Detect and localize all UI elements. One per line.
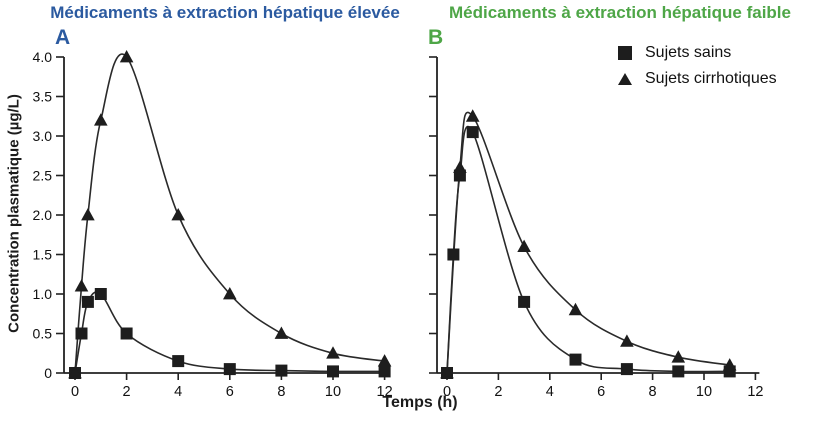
data-point-triangle <box>68 366 82 379</box>
triangle-marker-icon <box>618 73 632 85</box>
data-point-square <box>172 355 185 368</box>
data-point-triangle <box>171 208 185 221</box>
tick-label: 2 <box>123 384 131 400</box>
tick-label: 3.5 <box>33 89 53 105</box>
data-point-square <box>466 126 479 139</box>
data-point-square <box>94 288 107 300</box>
panel-b-title: Médicaments à extraction hépatique faibl… <box>449 3 791 22</box>
data-point-triangle <box>81 208 95 221</box>
data-point-square <box>81 295 94 308</box>
data-point-square <box>223 363 236 376</box>
tick-label: 12 <box>747 384 763 400</box>
tick-label: 4.0 <box>33 49 53 65</box>
legend-label: Sujets sains <box>645 44 732 61</box>
tick-label: 2.0 <box>33 207 53 223</box>
tick-label: 8 <box>277 384 285 400</box>
data-point-triangle <box>223 287 237 300</box>
tick-label: 1.0 <box>33 286 53 302</box>
panel-b-label: B <box>428 26 444 49</box>
series-curve-square <box>446 125 730 374</box>
data-point-triangle <box>377 354 392 367</box>
data-point-square <box>327 365 339 378</box>
panel-a-plot: 0 0.5 1.0 1.5 2.0 2.5 3.0 3.5 4.0 0 2 4 6 8 10 12 <box>33 49 393 400</box>
legend: Sujets sains Sujets cirrhotiques <box>618 44 777 88</box>
data-point-triangle <box>620 334 634 347</box>
data-point-square <box>569 353 582 366</box>
legend-item-sujets-sains: Sujets sains <box>618 44 777 62</box>
tick-label: 2 <box>494 384 502 400</box>
tick-label: 10 <box>696 384 712 400</box>
data-point-triangle <box>568 302 583 316</box>
panel-b-plot: 0 2 4 6 8 10 12 <box>429 56 763 400</box>
data-point-square <box>75 327 88 340</box>
data-point-triangle <box>440 366 454 379</box>
data-point-square <box>378 365 391 378</box>
tick-label: 12 <box>377 384 393 400</box>
legend-item-sujets-cirrhotiques: Sujets cirrhotiques <box>618 70 777 88</box>
data-point-square <box>672 365 685 378</box>
x-axis-label: Temps (h) <box>382 394 458 411</box>
data-point-square <box>120 327 133 340</box>
tick-label: 2.5 <box>33 168 53 184</box>
data-point-square <box>275 364 288 377</box>
tick-label: 8 <box>649 384 657 400</box>
tick-label: 1.5 <box>33 247 53 263</box>
data-point-triangle <box>517 239 531 252</box>
data-point-triangle <box>274 326 289 339</box>
data-point-triangle <box>94 113 108 126</box>
panel-a-label: A <box>55 26 71 49</box>
tick-label: 0 <box>443 384 451 400</box>
data-point-triangle <box>74 279 89 292</box>
tick-label: 0 <box>44 365 52 381</box>
panel-a-title: Médicaments à extraction hépatique élevé… <box>50 3 400 22</box>
tick-label: 10 <box>325 384 341 400</box>
data-point-triangle <box>671 350 686 363</box>
square-marker-icon <box>618 46 632 60</box>
data-point-square <box>620 363 633 376</box>
data-point-square <box>447 248 460 261</box>
tick-label: 4 <box>546 384 554 400</box>
tick-label: 6 <box>597 384 605 400</box>
legend-label: Sujets cirrhotiques <box>645 70 777 87</box>
tick-label: 0.5 <box>33 326 53 342</box>
tick-label: 3.0 <box>33 128 53 144</box>
data-point-triangle <box>453 160 467 173</box>
series-curve-triangle <box>74 53 385 374</box>
data-point-triangle <box>722 358 737 371</box>
series-curve-triangle <box>446 111 730 374</box>
data-point-triangle <box>465 109 480 122</box>
data-point-square <box>518 295 531 308</box>
y-axis-label: Concentration plasmatique (µg/L) <box>5 94 23 333</box>
tick-label: 0 <box>71 384 79 400</box>
data-point-triangle <box>326 346 340 359</box>
tick-label: 4 <box>174 384 182 400</box>
tick-label: 6 <box>226 384 234 400</box>
series-curve-square <box>74 291 385 374</box>
data-point-triangle <box>119 50 134 63</box>
